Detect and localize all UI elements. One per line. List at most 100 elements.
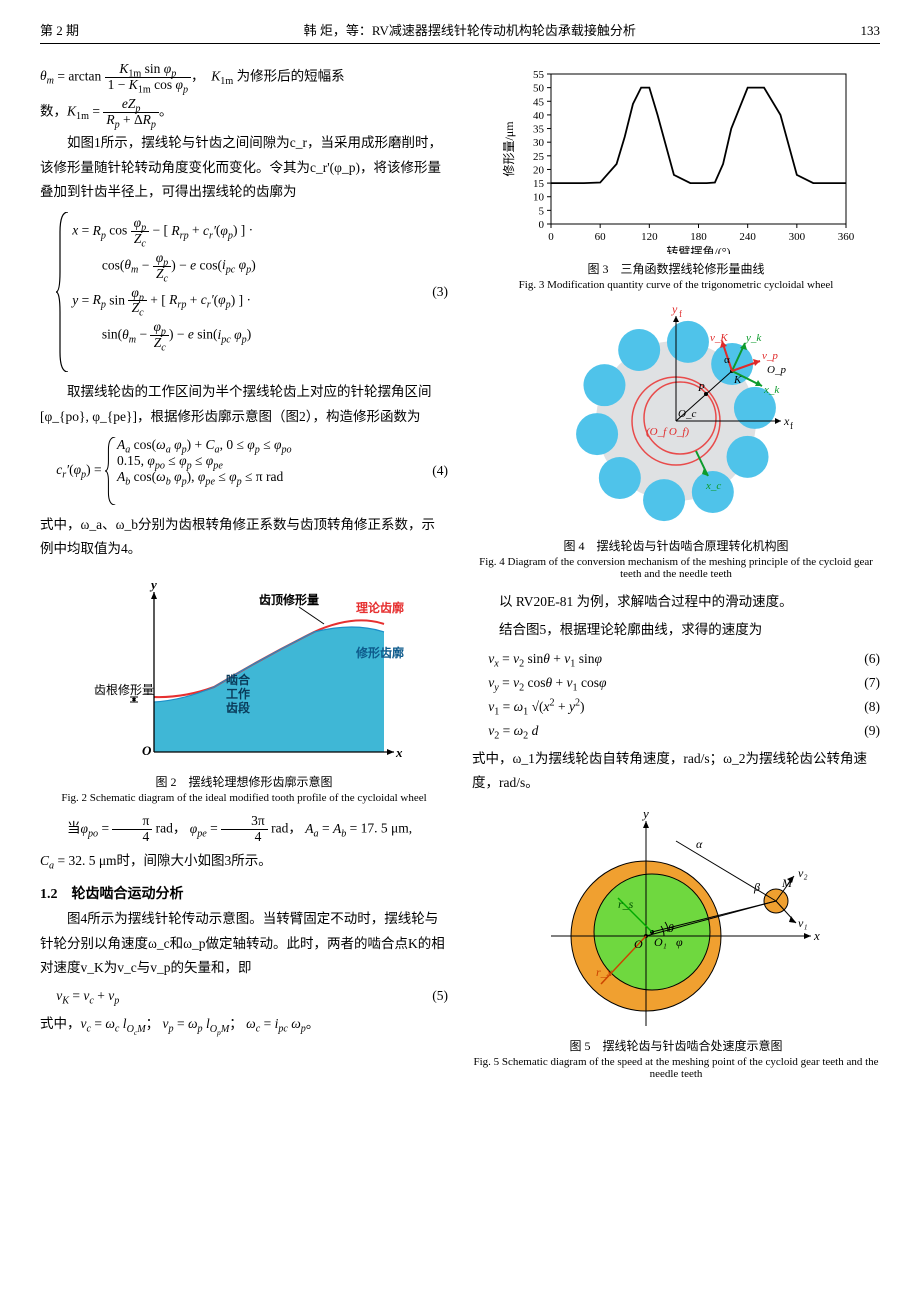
svg-text:25: 25	[533, 151, 545, 163]
svg-text:修形量/μm: 修形量/μm	[501, 121, 516, 177]
svg-text:120: 120	[641, 231, 658, 243]
equation-theta-m: θm = arctan K1m sin φp1 − K1m cos φp， K1…	[40, 62, 448, 93]
equation-8: v1 = ω1 √(x2 + y2) (8)	[472, 699, 880, 715]
svg-text:x: x	[783, 414, 790, 428]
two-column-body: θm = arctan K1m sin φp1 − K1m cos φp， K1…	[40, 58, 880, 1090]
svg-text:300: 300	[789, 231, 806, 243]
paragraph-7: 式中，vc = ωc lOcM； vp = ωp lOpM； ωc = ipc …	[40, 1012, 448, 1036]
brace-icon	[56, 212, 70, 372]
svg-text:5: 5	[539, 205, 545, 217]
svg-text:10: 10	[533, 192, 545, 204]
svg-text:50: 50	[533, 83, 545, 95]
svg-text:O_c: O_c	[678, 408, 696, 420]
equation-6: vx = v2 sinθ + v1 sinφ (6)	[472, 651, 880, 667]
svg-text:θ: θ	[668, 921, 674, 935]
figure-2: 齿根修形量 齿顶修形量理论齿廓修形齿廓啮合工作齿段 x y O 图 2 摆线轮理想修形齿…	[40, 567, 448, 804]
svg-text:齿段: 齿段	[226, 700, 251, 715]
svg-text:r_x: r_x	[596, 965, 613, 979]
svg-text:x: x	[813, 928, 820, 943]
svg-text:45: 45	[533, 96, 545, 108]
svg-text:20: 20	[533, 164, 545, 176]
svg-text:工作: 工作	[226, 686, 250, 701]
svg-text:55: 55	[533, 69, 545, 81]
svg-text:修形齿廓: 修形齿廓	[355, 645, 404, 660]
svg-text:φ: φ	[676, 935, 683, 949]
svg-text:180: 180	[690, 231, 707, 243]
equation-7: vy = v2 cosθ + v1 cosφ (7)	[472, 675, 880, 691]
svg-text:30: 30	[533, 137, 545, 149]
svg-text:0: 0	[548, 231, 554, 243]
figure-3-caption-zh: 图 3 三角函数摆线轮修形量曲线	[472, 260, 880, 277]
svg-text:15: 15	[533, 178, 545, 190]
svg-text:(O_f O_f): (O_f O_f)	[646, 426, 689, 438]
running-title: 韩 炬，等：RV减速器摆线针轮传动机构轮齿承载接触分析	[79, 20, 860, 39]
svg-text:O₁: O₁	[654, 935, 667, 949]
svg-text:f: f	[790, 421, 793, 431]
svg-text:v_p: v_p	[762, 350, 778, 362]
svg-text:r_s: r_s	[618, 897, 634, 911]
svg-text:齿顶修形量: 齿顶修形量	[259, 592, 319, 607]
figure-5: r_xr_sxyαβθφv₂v₁MOO₁ 图 5 摆线轮齿与针齿啮合处速度示意图…	[472, 801, 880, 1080]
eq-number-5: (5)	[408, 988, 448, 1004]
left-column: θm = arctan K1m sin φp1 − K1m cos φp， K1…	[40, 58, 448, 1090]
svg-text:60: 60	[595, 231, 607, 243]
svg-text:35: 35	[533, 124, 545, 136]
equation-4: cr′(φp) = Aa cos(ωa φp) + Ca, 0 ≤ φp ≤ φ…	[40, 437, 448, 505]
svg-text:v₁: v₁	[798, 916, 808, 930]
svg-text:O: O	[634, 937, 643, 951]
eq-number-4: (4)	[408, 463, 448, 479]
svg-text:f: f	[679, 309, 682, 319]
paragraph-3: 式中，ω_a、ω_b分别为齿根转角修正系数与齿顶转角修正系数，示例中均取值为4。	[40, 513, 448, 562]
svg-text:y_k: y_k	[745, 332, 762, 344]
svg-text:O: O	[142, 743, 152, 758]
figure-5-caption-en: Fig. 5 Schematic diagram of the speed at…	[472, 1056, 880, 1080]
figure-4-caption-en: Fig. 4 Diagram of the conversion mechani…	[472, 556, 880, 580]
svg-text:理论齿廓: 理论齿廓	[356, 600, 404, 615]
paragraph-8: 以 RV20E-81 为例，求解啮合过程中的滑动速度。	[472, 590, 880, 614]
paragraph-1: 如图1所示，摆线轮与针齿之间间隙为c_r，当采用成形磨削时，该修形量随针轮转动角…	[40, 131, 448, 204]
svg-text:O_p: O_p	[767, 364, 786, 376]
svg-text:α: α	[724, 354, 730, 366]
equation-5: vK = vc + vp (5)	[40, 988, 448, 1004]
svg-text:x: x	[395, 745, 403, 760]
svg-text:啮合: 啮合	[226, 672, 251, 687]
figure-5-caption-zh: 图 5 摆线轮齿与针齿啮合处速度示意图	[472, 1037, 880, 1054]
svg-text:P: P	[697, 382, 705, 394]
svg-text:40: 40	[533, 110, 545, 122]
figure-4: xfyfy_kx_kv_Kv_pαO_pPO_c(O_f O_f)Kx_c 图 …	[472, 301, 880, 580]
svg-text:x_c: x_c	[705, 480, 721, 492]
figure-3-caption-en: Fig. 3 Modification quantity curve of th…	[472, 279, 880, 291]
svg-text:齿根修形量: 齿根修形量	[94, 682, 154, 697]
equation-3: x = Rp cos φpZc − [ Rrp + cr′(φp) ] · co…	[40, 212, 448, 372]
eq-number-9: (9)	[840, 723, 880, 739]
paragraph-9: 结合图5，根据理论轮廓曲线，求得的速度为	[472, 618, 880, 642]
eq-number-7: (7)	[840, 675, 880, 691]
svg-text:v₂: v₂	[798, 866, 808, 880]
equation-k1m: 数，K1m = eZpRp + ΔRp。	[40, 97, 448, 128]
svg-text:0: 0	[539, 219, 545, 231]
svg-text:360: 360	[838, 231, 855, 243]
page-number: 133	[861, 23, 881, 39]
paragraph-5: Ca = 32. 5 μm时，间隙大小如图3所示。	[40, 849, 448, 873]
svg-text:β: β	[753, 880, 760, 894]
eq-number-3: (3)	[408, 284, 448, 300]
issue-number: 第 2 期	[40, 20, 79, 39]
svg-text:y: y	[149, 577, 157, 592]
eq-number-8: (8)	[840, 699, 880, 715]
section-1-2-title: 1.2 轮齿啮合运动分析	[40, 883, 448, 903]
svg-text:v_K: v_K	[710, 332, 728, 344]
svg-text:240: 240	[739, 231, 756, 243]
figure-2-caption-zh: 图 2 摆线轮理想修形齿廓示意图	[40, 773, 448, 790]
figure-4-caption-zh: 图 4 摆线轮齿与针齿啮合原理转化机构图	[472, 537, 880, 554]
paragraph-2: 取摆线轮齿的工作区间为半个摆线轮齿上对应的针轮摆角区间[φ_{po}, φ_{p…	[40, 380, 448, 429]
svg-text:α: α	[696, 837, 703, 851]
svg-text:y: y	[671, 302, 678, 316]
svg-text:x_k: x_k	[763, 384, 780, 396]
eq-number-6: (6)	[840, 651, 880, 667]
right-column: 0 60 120 180 240 300 360 0 510 15 2025 3035 40 4550 55…	[472, 58, 880, 1090]
svg-text:y: y	[641, 806, 649, 821]
equation-9: v2 = ω2 d (9)	[472, 723, 880, 739]
paragraph-6: 图4所示为摆线针轮传动示意图。当转臂固定不动时，摆线轮与针轮分别以角速度ω_c和…	[40, 907, 448, 980]
figure-3: 0 60 120 180 240 300 360 0 510 15 2025 3035 40 4550 55…	[472, 64, 880, 291]
paragraph-10: 式中，ω_1为摆线轮齿自转角速度，rad/s；ω_2为摆线轮齿公转角速度，rad…	[472, 747, 880, 796]
